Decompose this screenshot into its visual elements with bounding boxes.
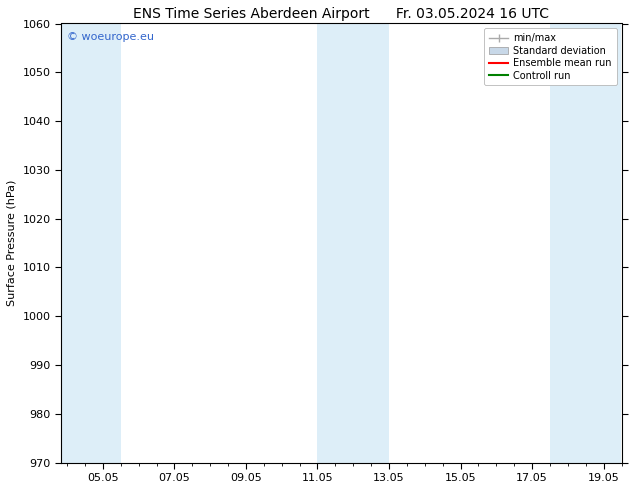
- Y-axis label: Surface Pressure (hPa): Surface Pressure (hPa): [7, 180, 17, 306]
- Bar: [61, 24, 85, 463]
- Bar: [550, 24, 621, 463]
- Legend: min/max, Standard deviation, Ensemble mean run, Controll run: min/max, Standard deviation, Ensemble me…: [484, 28, 617, 85]
- Bar: [335, 24, 389, 463]
- Bar: [85, 24, 120, 463]
- Text: © woeurope.eu: © woeurope.eu: [67, 32, 153, 42]
- Bar: [318, 24, 335, 463]
- Title: ENS Time Series Aberdeen Airport      Fr. 03.05.2024 16 UTC: ENS Time Series Aberdeen Airport Fr. 03.…: [133, 7, 549, 21]
